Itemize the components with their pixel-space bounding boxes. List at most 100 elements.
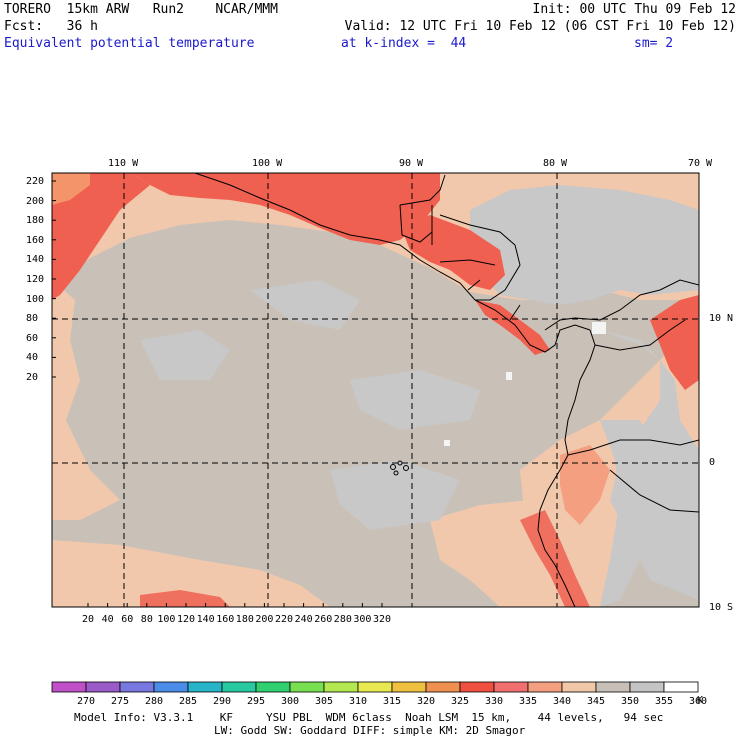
gray-patch-ocean-1 <box>250 280 360 330</box>
colorbar-label: 275 <box>111 696 130 707</box>
y-tick-label: 160 <box>26 234 45 246</box>
colorbar-swatch <box>629 681 665 693</box>
colorbar-label: 285 <box>179 696 198 707</box>
lon-label-90w: 90 W <box>399 158 424 169</box>
axis-tickmarks <box>52 180 383 607</box>
x-tick-label: 200 <box>255 614 274 625</box>
gray-region-caribbean <box>470 185 699 305</box>
x-tick-label: 40 <box>101 614 114 625</box>
lat-label-10s: 10 S <box>709 602 734 613</box>
colorbar-swatch <box>357 681 393 693</box>
colorbar-label: 345 <box>587 696 606 707</box>
x-tick-label: 260 <box>314 614 333 625</box>
x-tick-label: 60 <box>121 614 134 625</box>
red-region-costa-rica <box>475 300 550 355</box>
y-tick-label: 40 <box>26 352 39 364</box>
colorbar-swatch <box>221 681 257 693</box>
red-region-central-america <box>400 215 505 290</box>
header-init-time: Init: 00 UTC Thu 09 Feb 12 <box>532 2 737 17</box>
salmon-band-south <box>52 540 330 607</box>
colorbar-label: 290 <box>213 696 232 707</box>
y-tick-label: 140 <box>26 254 45 266</box>
colorbar-swatch <box>425 681 461 693</box>
colorbar-swatch <box>527 681 563 693</box>
graticule <box>52 173 699 607</box>
colorbar-label: 320 <box>417 696 436 707</box>
level-label: at k-index = 44 <box>341 36 467 51</box>
header-valid-time: Valid: 12 UTC Fri 10 Feb 12 (06 CST Fri … <box>344 19 736 34</box>
colorbar-swatch <box>663 681 699 693</box>
x-tick-label: 280 <box>333 614 352 625</box>
x-tick-label: 100 <box>157 614 176 625</box>
model-info: Model Info: V3.3.1 KF YSU PBL WDM 6class… <box>74 711 664 724</box>
x-tick-label: 120 <box>177 614 196 625</box>
colorbar-swatch <box>323 681 359 693</box>
x-tick-label: 160 <box>216 614 235 625</box>
colorbar-swatch <box>255 681 291 693</box>
white-speck-2 <box>444 440 450 446</box>
colorbar-swatch <box>391 681 427 693</box>
x-tick-label: 220 <box>275 614 294 625</box>
colorbar-label: 280 <box>145 696 164 707</box>
orange-region-northwest-corner <box>52 173 90 205</box>
coastline-mexico-central-america <box>194 173 591 353</box>
y-tick-label: 120 <box>26 274 45 285</box>
header-forecast-hour: Fcst: 36 h <box>4 19 98 34</box>
colorbar-swatch <box>51 681 87 693</box>
colorbar-swatch <box>595 681 631 693</box>
lon-label-70w: 70 W <box>688 158 713 169</box>
x-tick-label: 140 <box>196 614 215 625</box>
header-run-info: TORERO 15km ARW Run2 NCAR/MMM <box>4 2 278 17</box>
x-tick-label: 80 <box>140 614 153 625</box>
map-frame <box>51 172 700 608</box>
y-tick-label: 220 <box>26 176 45 187</box>
colorbar-unit: K <box>697 695 704 706</box>
colorbar-swatch <box>289 681 325 693</box>
colorbar-swatch <box>85 681 121 693</box>
colorbar-swatch <box>493 681 529 693</box>
colorbar-label: 360 <box>689 696 708 707</box>
border-central-america <box>399 204 521 321</box>
y-tick-label: 100 <box>26 293 45 305</box>
y-tick-label: 80 <box>26 313 39 325</box>
colorbar-swatch <box>187 681 223 693</box>
colorbar-swatch <box>153 681 189 693</box>
colorbar-swatch <box>119 681 155 693</box>
colorbar-label: 330 <box>485 696 504 707</box>
colorbar-label: 305 <box>315 696 334 707</box>
lon-label-100w: 100 W <box>252 158 283 169</box>
field-title: Equivalent potential temperature <box>4 36 255 51</box>
model-physics: LW: Godd SW: Goddard DIFF: simple KM: 2D… <box>214 724 526 737</box>
white-speck-1 <box>592 322 606 334</box>
colorbar-label: 355 <box>655 696 674 707</box>
theta-e-field <box>52 173 699 607</box>
colorbar-swatch <box>459 681 495 693</box>
colorbar-label: 295 <box>247 696 266 707</box>
gray-patch-ocean-4 <box>140 330 230 380</box>
white-speck-3 <box>506 372 512 380</box>
gray-region-interior <box>600 420 660 607</box>
y-tick-label: 60 <box>26 332 39 344</box>
red-region-northwest <box>52 173 150 300</box>
red-region-andes-north <box>560 445 610 525</box>
smoothing-label: sm= 2 <box>634 36 674 51</box>
y-tick-label: 180 <box>26 215 45 227</box>
red-region-south-strip <box>140 590 230 607</box>
salmon-band-andes <box>520 320 699 607</box>
colorbar-label: 315 <box>383 696 402 707</box>
y-tick-label: 20 <box>26 372 39 383</box>
x-tick-label: 20 <box>82 614 95 625</box>
red-region-mexico-coast <box>130 173 440 245</box>
x-tick-label: 240 <box>294 614 313 625</box>
y-tick-label: 200 <box>26 195 45 207</box>
lon-label-80w: 80 W <box>543 158 568 169</box>
galapagos-islands <box>390 460 409 476</box>
colorbar-swatch <box>561 681 597 693</box>
colorbar-label: 300 <box>281 696 300 707</box>
colorbar-label: 325 <box>451 696 470 707</box>
colorbar-label: 335 <box>519 696 538 707</box>
lat-label-0: 0 <box>709 457 716 468</box>
colorbar-label: 340 <box>553 696 572 707</box>
lon-label-110w: 110 W <box>108 158 139 169</box>
x-tick-label: 300 <box>353 614 372 625</box>
